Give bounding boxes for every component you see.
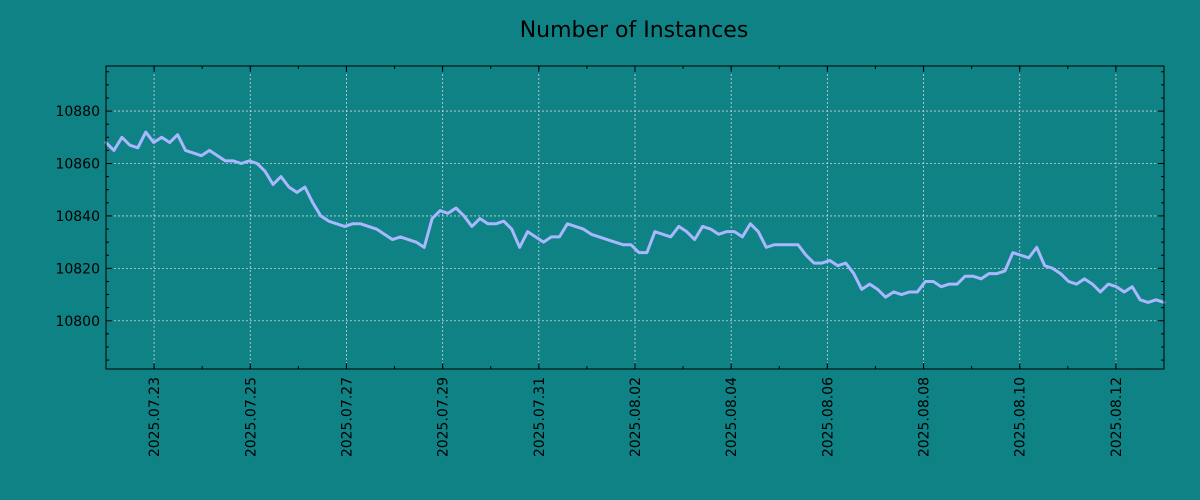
y-tick-label: 10800 [55, 314, 100, 330]
x-tick-label: 2025.07.29 [436, 377, 452, 457]
series-line [104, 130, 1166, 304]
x-tick-label: 2025.08.10 [1013, 377, 1029, 457]
x-tick-label: 2025.08.12 [1109, 377, 1125, 457]
y-tick-label: 10820 [55, 261, 100, 277]
y-axis-tick-labels: 10800 10820 10840 10860 10880 [55, 104, 100, 330]
y-tick-label: 10880 [55, 104, 100, 120]
x-axis-tick-labels: 2025.07.23 2025.07.25 2025.07.27 2025.07.29… [147, 377, 1125, 457]
grid-lines [106, 66, 1164, 369]
axis-ticks [105, 66, 1165, 369]
series-layer [104, 130, 1166, 304]
y-tick-label: 10840 [55, 209, 100, 225]
chart-title: Number of Instances [520, 18, 749, 43]
x-tick-label: 2025.08.04 [724, 377, 740, 457]
x-tick-label: 2025.07.23 [147, 377, 163, 457]
x-tick-label: 2025.08.08 [917, 377, 933, 457]
x-tick-label: 2025.07.25 [243, 377, 259, 457]
x-tick-label: 2025.08.06 [820, 377, 836, 457]
x-tick-label: 2025.07.27 [339, 377, 355, 457]
x-tick-label: 2025.07.31 [532, 377, 548, 457]
y-tick-label: 10860 [55, 157, 100, 173]
x-tick-label: 2025.08.02 [628, 377, 644, 457]
